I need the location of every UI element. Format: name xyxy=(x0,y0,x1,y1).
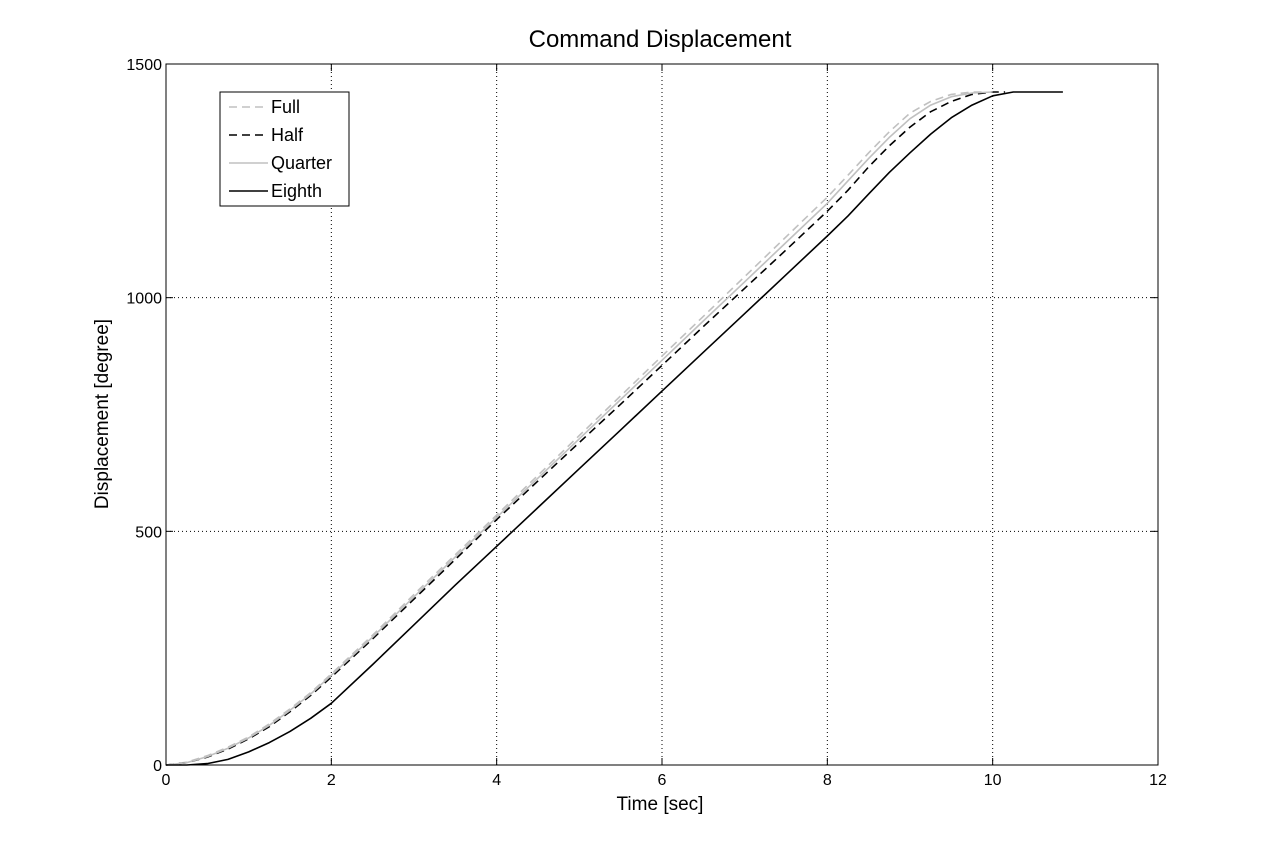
x-tick-label: 12 xyxy=(1149,772,1167,789)
x-tick-label: 4 xyxy=(492,772,501,789)
y-axis-label: Displacement [degree] xyxy=(92,319,113,509)
legend-label-quarter: Quarter xyxy=(271,153,332,173)
x-tick-label: 0 xyxy=(162,772,171,789)
series-line-half xyxy=(165,91,1006,766)
series-line-full xyxy=(165,91,985,766)
x-tick-label: 2 xyxy=(327,772,336,789)
y-tick-label: 1000 xyxy=(126,291,162,308)
ticks: 0 2 4 6 8 10 12 0 500 1000 1500 xyxy=(126,57,1167,789)
x-axis-label: Time [sec] xyxy=(617,794,704,815)
series-lines xyxy=(165,91,1063,766)
legend-label-eighth: Eighth xyxy=(271,181,322,201)
legend-label-full: Full xyxy=(271,97,300,117)
chart-title: Command Displacement xyxy=(529,26,792,53)
legend-box xyxy=(219,91,350,207)
series-line-quarter xyxy=(165,91,993,766)
x-tick-label: 8 xyxy=(823,772,832,789)
y-tick-label: 1500 xyxy=(126,57,162,74)
series-line-eighth xyxy=(166,91,1063,766)
legend-label-half: Half xyxy=(271,125,304,145)
x-tick-label: 6 xyxy=(658,772,667,789)
y-tick-label: 0 xyxy=(153,758,162,775)
legend: Full Half Quarter Eighth xyxy=(219,91,350,207)
x-tick-label: 10 xyxy=(984,772,1002,789)
y-tick-label: 500 xyxy=(135,524,162,541)
